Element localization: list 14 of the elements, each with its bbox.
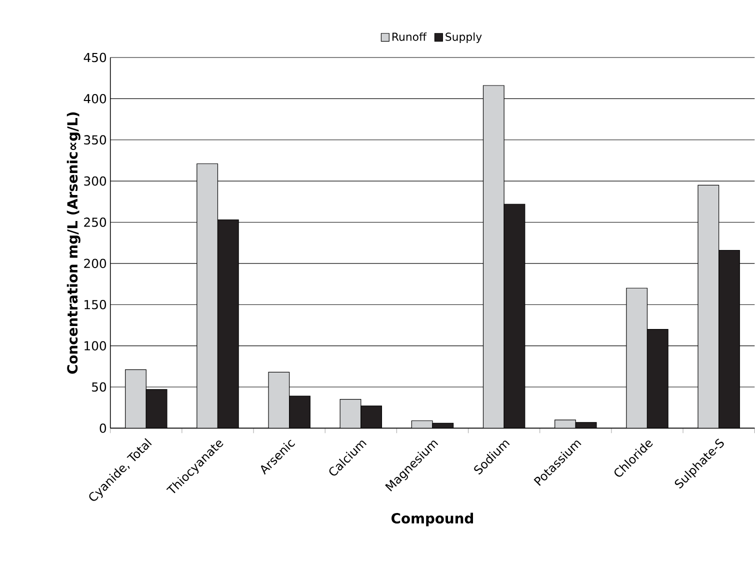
y-tick-label: 50 xyxy=(92,382,106,392)
y-tick-label: 450 xyxy=(84,52,106,62)
y-tick-label: 150 xyxy=(84,300,106,310)
y-tick-label: 350 xyxy=(84,135,106,145)
legend-label: Runoff xyxy=(392,32,427,42)
y-tick-label: 200 xyxy=(84,258,106,268)
y-tick-label: 0 xyxy=(100,424,106,433)
y-tick-label: 250 xyxy=(84,218,106,228)
y-tick-label: 100 xyxy=(84,341,106,351)
legend-label: Supply xyxy=(446,32,482,44)
y-tick-label: 400 xyxy=(84,94,106,104)
y-axis-title: Concentration mg/L (Arsenic∝g/L) xyxy=(66,112,80,374)
y-tick-label: 300 xyxy=(84,176,106,186)
x-axis-title: Compound xyxy=(392,512,473,526)
